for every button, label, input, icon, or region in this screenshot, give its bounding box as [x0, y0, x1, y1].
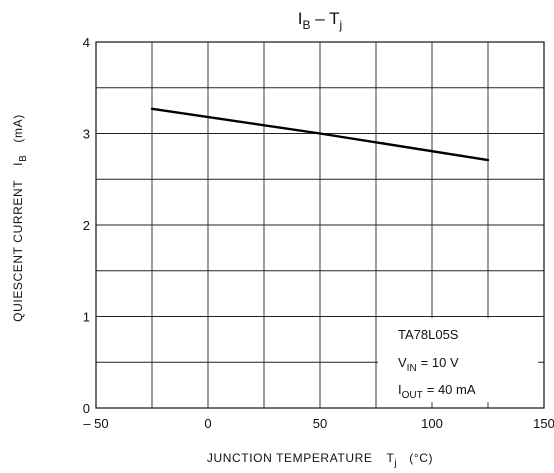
x-tick-label: – 50 — [83, 416, 108, 431]
series-line — [150, 107, 490, 162]
y-axis-label: QUIESCENT CURRENTIB(mA) — [11, 114, 29, 322]
y-tick-label: 4 — [83, 35, 90, 50]
annotation-box-bg — [378, 318, 538, 402]
annotation-iout: IOUT = 40 mA — [398, 382, 476, 401]
annotation-vin: VIN = 10 V — [398, 355, 459, 374]
y-tick-label: 0 — [83, 401, 90, 416]
x-tick-label: 100 — [421, 416, 443, 431]
plot-frame — [95, 41, 545, 409]
x-tick-label: 150 — [533, 416, 554, 431]
x-tick-label: 0 — [204, 416, 211, 431]
annotation-part: TA78L05S — [398, 327, 459, 342]
x-axis-label: JUNCTION TEMPERATURE Tj (°C) — [207, 451, 433, 469]
series-group — [150, 107, 490, 162]
y-tick-label: 2 — [83, 218, 90, 233]
y-tick-labels: 0 1 2 3 4 — [83, 35, 90, 416]
x-tick-labels: – 50 0 50 100 150 — [83, 416, 554, 431]
x-tick-label: 50 — [313, 416, 327, 431]
y-tick-label: 1 — [83, 310, 90, 325]
chart-title: IB – Tj — [298, 9, 342, 32]
y-tick-label: 3 — [83, 127, 90, 142]
